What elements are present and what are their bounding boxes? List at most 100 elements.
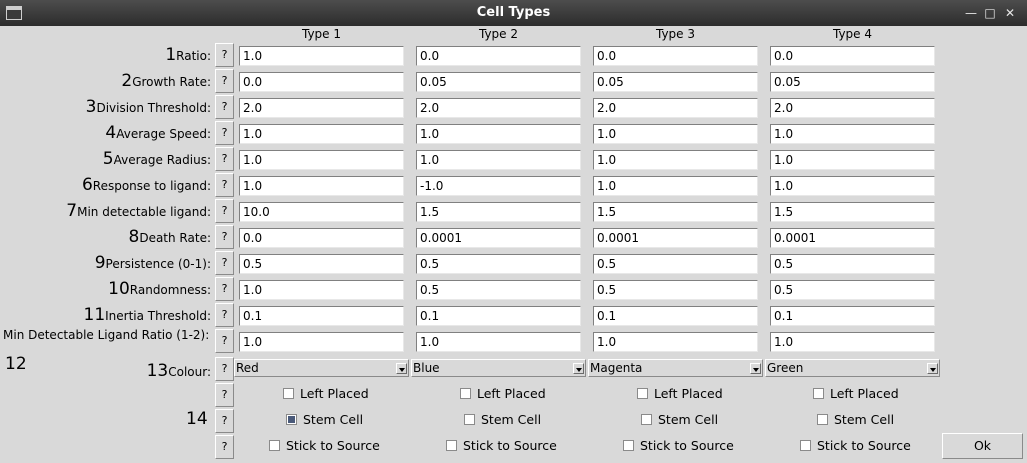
value-field-type-3[interactable]: 1.0 <box>593 332 758 352</box>
help-button[interactable]: ? <box>215 95 234 119</box>
help-button[interactable]: ? <box>215 409 234 433</box>
checkbox-empty-icon[interactable] <box>817 414 828 425</box>
value-field-type-1[interactable]: 0.0 <box>239 228 404 248</box>
help-button[interactable]: ? <box>215 277 234 301</box>
value-field-type-3[interactable]: 1.0 <box>593 124 758 144</box>
value-field-type-3[interactable]: 0.1 <box>593 306 758 326</box>
chevron-down-icon[interactable] <box>927 363 938 374</box>
help-button[interactable]: ? <box>215 225 234 249</box>
help-button[interactable]: ? <box>215 199 234 223</box>
maximize-button[interactable]: □ <box>984 6 996 20</box>
help-button[interactable]: ? <box>215 383 234 407</box>
value-field-type-4[interactable]: 0.1 <box>770 306 935 326</box>
value-field-type-1[interactable]: 1.0 <box>239 124 404 144</box>
value-field-type-4[interactable]: 1.0 <box>770 176 935 196</box>
value-field-type-2[interactable]: 1.0 <box>416 332 581 352</box>
value-field-type-4[interactable]: 2.0 <box>770 98 935 118</box>
chevron-down-icon[interactable] <box>396 363 407 374</box>
value-field-type-4[interactable]: 1.0 <box>770 150 935 170</box>
chevron-down-icon[interactable] <box>573 363 584 374</box>
checkbox-stick-to-source-type-2[interactable]: Stick to Source <box>446 437 557 455</box>
value-field-type-4[interactable]: 1.5 <box>770 202 935 222</box>
checkbox-empty-icon[interactable] <box>641 414 652 425</box>
value-field-type-2[interactable]: 0.5 <box>416 280 581 300</box>
checkbox-stem-cell-type-4[interactable]: Stem Cell <box>817 411 894 429</box>
value-field-type-4[interactable]: 1.0 <box>770 124 935 144</box>
checkbox-left-placed-type-3[interactable]: Left Placed <box>637 385 723 403</box>
value-field-type-2[interactable]: 1.0 <box>416 124 581 144</box>
checkbox-empty-icon[interactable] <box>446 440 457 451</box>
checkbox-stick-to-source-type-4[interactable]: Stick to Source <box>800 437 911 455</box>
value-field-type-2[interactable]: 0.0 <box>416 46 581 66</box>
value-field-type-2[interactable]: 2.0 <box>416 98 581 118</box>
checkbox-empty-icon[interactable] <box>800 440 811 451</box>
help-button[interactable]: ? <box>215 147 234 171</box>
value-field-type-1[interactable]: 1.0 <box>239 176 404 196</box>
ok-button[interactable]: Ok <box>942 433 1023 459</box>
value-field-type-3[interactable]: 1.5 <box>593 202 758 222</box>
checkbox-empty-icon[interactable] <box>813 388 824 399</box>
value-field-type-2[interactable]: -1.0 <box>416 176 581 196</box>
value-field-type-1[interactable]: 0.1 <box>239 306 404 326</box>
value-field-type-3[interactable]: 0.05 <box>593 72 758 92</box>
checkbox-left-placed-type-4[interactable]: Left Placed <box>813 385 899 403</box>
checkbox-stick-to-source-type-3[interactable]: Stick to Source <box>623 437 734 455</box>
checkbox-empty-icon[interactable] <box>623 440 634 451</box>
value-field-type-1[interactable]: 1.0 <box>239 46 404 66</box>
help-button[interactable]: ? <box>215 43 234 67</box>
value-field-type-2[interactable]: 0.05 <box>416 72 581 92</box>
checkbox-stem-cell-type-1[interactable]: Stem Cell <box>286 411 363 429</box>
colour-select-type-2[interactable]: Blue <box>411 359 586 377</box>
value-field-type-4[interactable]: 0.0001 <box>770 228 935 248</box>
value-field-type-3[interactable]: 0.0001 <box>593 228 758 248</box>
value-field-type-3[interactable]: 0.5 <box>593 254 758 274</box>
colour-select-type-3[interactable]: Magenta <box>588 359 763 377</box>
help-button[interactable]: ? <box>215 121 234 145</box>
value-field-type-3[interactable]: 1.0 <box>593 176 758 196</box>
close-button[interactable]: ✕ <box>1004 6 1016 20</box>
value-field-type-1[interactable]: 10.0 <box>239 202 404 222</box>
value-field-type-2[interactable]: 1.0 <box>416 150 581 170</box>
minimize-button[interactable]: — <box>965 6 977 20</box>
value-field-type-1[interactable]: 1.0 <box>239 332 404 352</box>
help-button[interactable]: ? <box>215 303 234 327</box>
value-field-type-3[interactable]: 2.0 <box>593 98 758 118</box>
checkbox-stem-cell-type-3[interactable]: Stem Cell <box>641 411 718 429</box>
value-field-type-2[interactable]: 0.5 <box>416 254 581 274</box>
help-button[interactable]: ? <box>215 357 234 381</box>
checkbox-empty-icon[interactable] <box>637 388 648 399</box>
value-field-type-2[interactable]: 0.1 <box>416 306 581 326</box>
value-field-type-1[interactable]: 0.0 <box>239 72 404 92</box>
value-field-type-4[interactable]: 0.0 <box>770 46 935 66</box>
checkbox-stick-to-source-type-1[interactable]: Stick to Source <box>269 437 380 455</box>
value-field-type-1[interactable]: 1.0 <box>239 150 404 170</box>
value-field-type-4[interactable]: 0.05 <box>770 72 935 92</box>
checkbox-empty-icon[interactable] <box>269 440 280 451</box>
checkbox-empty-icon[interactable] <box>460 388 471 399</box>
value-field-type-3[interactable]: 0.5 <box>593 280 758 300</box>
value-field-type-2[interactable]: 0.0001 <box>416 228 581 248</box>
help-button[interactable]: ? <box>215 173 234 197</box>
value-field-type-4[interactable]: 0.5 <box>770 280 935 300</box>
colour-select-type-1[interactable]: Red <box>234 359 409 377</box>
value-field-type-2[interactable]: 1.5 <box>416 202 581 222</box>
checkbox-stem-cell-type-2[interactable]: Stem Cell <box>464 411 541 429</box>
value-field-type-4[interactable]: 0.5 <box>770 254 935 274</box>
checkbox-left-placed-type-1[interactable]: Left Placed <box>283 385 369 403</box>
help-button[interactable]: ? <box>215 329 234 353</box>
value-field-type-3[interactable]: 0.0 <box>593 46 758 66</box>
checkbox-empty-icon[interactable] <box>464 414 475 425</box>
help-button[interactable]: ? <box>215 435 234 459</box>
chevron-down-icon[interactable] <box>750 363 761 374</box>
value-field-type-1[interactable]: 0.5 <box>239 254 404 274</box>
checkbox-left-placed-type-2[interactable]: Left Placed <box>460 385 546 403</box>
value-field-type-4[interactable]: 1.0 <box>770 332 935 352</box>
value-field-type-1[interactable]: 2.0 <box>239 98 404 118</box>
checkbox-checked-icon[interactable] <box>286 414 297 425</box>
help-button[interactable]: ? <box>215 251 234 275</box>
checkbox-empty-icon[interactable] <box>283 388 294 399</box>
value-field-type-3[interactable]: 1.0 <box>593 150 758 170</box>
value-field-type-1[interactable]: 1.0 <box>239 280 404 300</box>
colour-select-type-4[interactable]: Green <box>765 359 940 377</box>
help-button[interactable]: ? <box>215 69 234 93</box>
